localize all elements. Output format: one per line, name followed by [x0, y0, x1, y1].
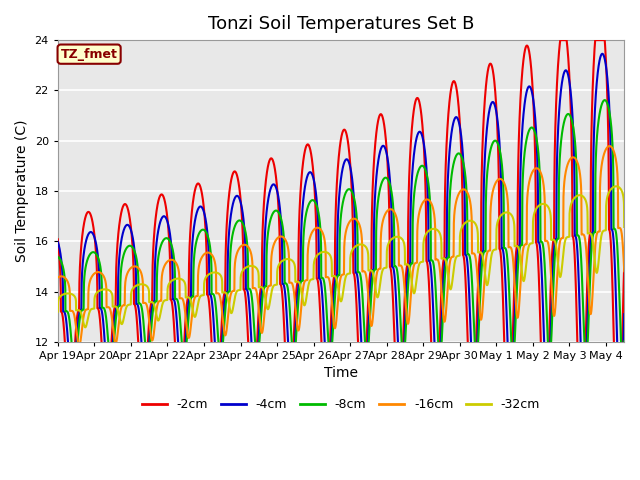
Title: Tonzi Soil Temperatures Set B: Tonzi Soil Temperatures Set B: [208, 15, 474, 33]
X-axis label: Time: Time: [324, 367, 358, 381]
Legend: -2cm, -4cm, -8cm, -16cm, -32cm: -2cm, -4cm, -8cm, -16cm, -32cm: [137, 394, 545, 417]
Y-axis label: Soil Temperature (C): Soil Temperature (C): [15, 120, 29, 262]
Text: TZ_fmet: TZ_fmet: [61, 48, 118, 60]
